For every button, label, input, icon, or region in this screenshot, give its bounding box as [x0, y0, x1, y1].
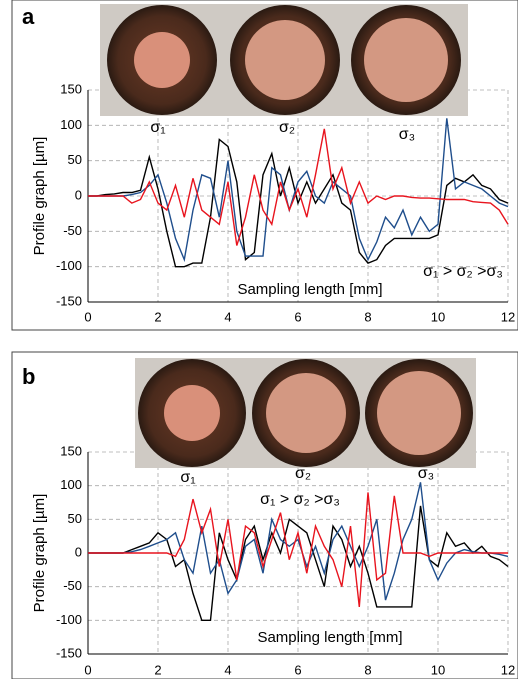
annotation: σ₁ — [180, 469, 195, 486]
profile-line — [88, 138, 509, 268]
y-tick-label: -150 — [56, 293, 82, 308]
panel-frame — [11, 0, 518, 331]
y-tick-label: 100 — [60, 477, 82, 492]
x-tick-label: 2 — [154, 662, 161, 677]
profile-line — [88, 482, 509, 601]
panel-label: a — [22, 4, 35, 29]
annotation: σ₃ — [418, 465, 434, 482]
annotation: σ₁ > σ₂ >σ₃ — [423, 263, 503, 280]
y-tick-label: 150 — [60, 443, 82, 458]
y-axis-label: Profile graph [µm] — [31, 137, 48, 256]
profile-line — [88, 492, 508, 607]
y-tick-label: -100 — [56, 612, 82, 627]
y-tick-label: -150 — [56, 645, 82, 660]
x-tick-label: 8 — [364, 309, 371, 324]
annotation: σ₁ — [150, 119, 165, 136]
y-tick-label: -50 — [63, 578, 82, 593]
y-tick-label: 150 — [60, 81, 82, 96]
x-tick-label: 12 — [501, 309, 515, 324]
photos-a — [100, 4, 468, 116]
y-tick-label: 50 — [68, 152, 82, 167]
x-tick-label: 6 — [294, 662, 301, 677]
x-tick-label: 10 — [431, 309, 445, 324]
x-tick-label: 2 — [154, 309, 161, 324]
x-tick-label: 10 — [431, 662, 445, 677]
y-tick-label: -50 — [63, 223, 82, 238]
y-tick-label: 100 — [60, 117, 82, 132]
panel-label: b — [22, 364, 35, 389]
profile-line — [88, 118, 509, 263]
y-axis-label: Profile graph [µm] — [31, 494, 48, 613]
photos-b — [135, 358, 476, 468]
y-tick-label: -100 — [56, 258, 82, 273]
annotation: σ₃ — [399, 126, 415, 143]
annotation: σ₂ — [295, 465, 311, 482]
y-tick-label: 0 — [75, 544, 82, 559]
x-tick-label: 0 — [84, 309, 91, 324]
annotation: σ₂ — [279, 119, 295, 136]
y-tick-label: 50 — [68, 511, 82, 526]
profile-line — [88, 128, 509, 246]
x-tick-label: 4 — [224, 309, 231, 324]
x-axis-label: Sampling length [mm] — [237, 281, 382, 298]
profile-line — [88, 505, 509, 621]
x-tick-label: 6 — [294, 309, 301, 324]
y-tick-label: 0 — [75, 187, 82, 202]
x-tick-label: 0 — [84, 662, 91, 677]
x-tick-label: 12 — [501, 662, 515, 677]
x-tick-label: 4 — [224, 662, 231, 677]
x-axis-label: Sampling length [mm] — [257, 629, 402, 646]
panel-frame — [11, 351, 518, 679]
annotation: σ₁ > σ₂ >σ₃ — [260, 491, 340, 508]
x-tick-label: 8 — [364, 662, 371, 677]
